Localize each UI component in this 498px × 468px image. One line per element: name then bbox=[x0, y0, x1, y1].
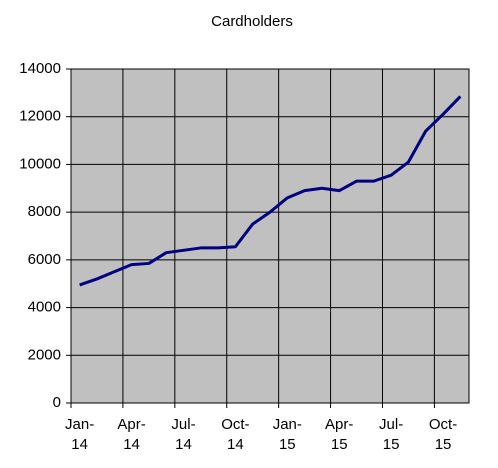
x-tick-label-line: Oct- bbox=[221, 416, 249, 433]
x-tick-label: Jul- 15 bbox=[379, 416, 403, 453]
x-tick-label-line: 14 bbox=[71, 436, 88, 453]
x-tick-label: Oct- 15 bbox=[429, 416, 457, 453]
x-tick-label-line: Jan- bbox=[273, 416, 302, 433]
x-tick-label-line: 14 bbox=[227, 436, 244, 453]
x-tick-label: Apr- 15 bbox=[325, 416, 353, 453]
y-tick-label: 10000 bbox=[19, 155, 61, 172]
x-tick-label: Oct- 14 bbox=[221, 416, 249, 453]
chart-title: Cardholders bbox=[211, 13, 293, 30]
x-tick-label: Jul- 14 bbox=[171, 416, 195, 453]
x-tick-label-line: 15 bbox=[279, 436, 296, 453]
x-tick-label: Apr- 14 bbox=[117, 416, 145, 453]
y-tick-label: 14000 bbox=[19, 60, 61, 77]
x-tick-label-line: Apr- bbox=[325, 416, 353, 433]
x-tick-label-line: Jan- bbox=[65, 416, 94, 433]
x-tick-label-line: Oct- bbox=[429, 416, 457, 433]
x-tick-label-line: 15 bbox=[383, 436, 400, 453]
data-line bbox=[79, 95, 462, 287]
x-tick-label-line: 14 bbox=[175, 436, 192, 453]
x-tick-label-line: 14 bbox=[123, 436, 140, 453]
x-tick-label-line: Apr- bbox=[117, 416, 145, 433]
y-tick-label: 4000 bbox=[28, 299, 61, 316]
y-tick-label: 0 bbox=[53, 394, 61, 411]
x-tick-label-line: Jul- bbox=[171, 416, 195, 433]
y-tick-label: 2000 bbox=[28, 346, 61, 363]
plot-area bbox=[70, 68, 470, 404]
y-tick-label: 6000 bbox=[28, 251, 61, 268]
y-tick-label: 12000 bbox=[19, 108, 61, 125]
y-tick-label: 8000 bbox=[28, 203, 61, 220]
x-tick-label-line: 15 bbox=[435, 436, 452, 453]
x-tick-label: Jan- 14 bbox=[65, 416, 94, 453]
x-tick-label-line: 15 bbox=[331, 436, 348, 453]
x-tick-label: Jan- 15 bbox=[273, 416, 302, 453]
x-tick-label-line: Jul- bbox=[379, 416, 403, 433]
